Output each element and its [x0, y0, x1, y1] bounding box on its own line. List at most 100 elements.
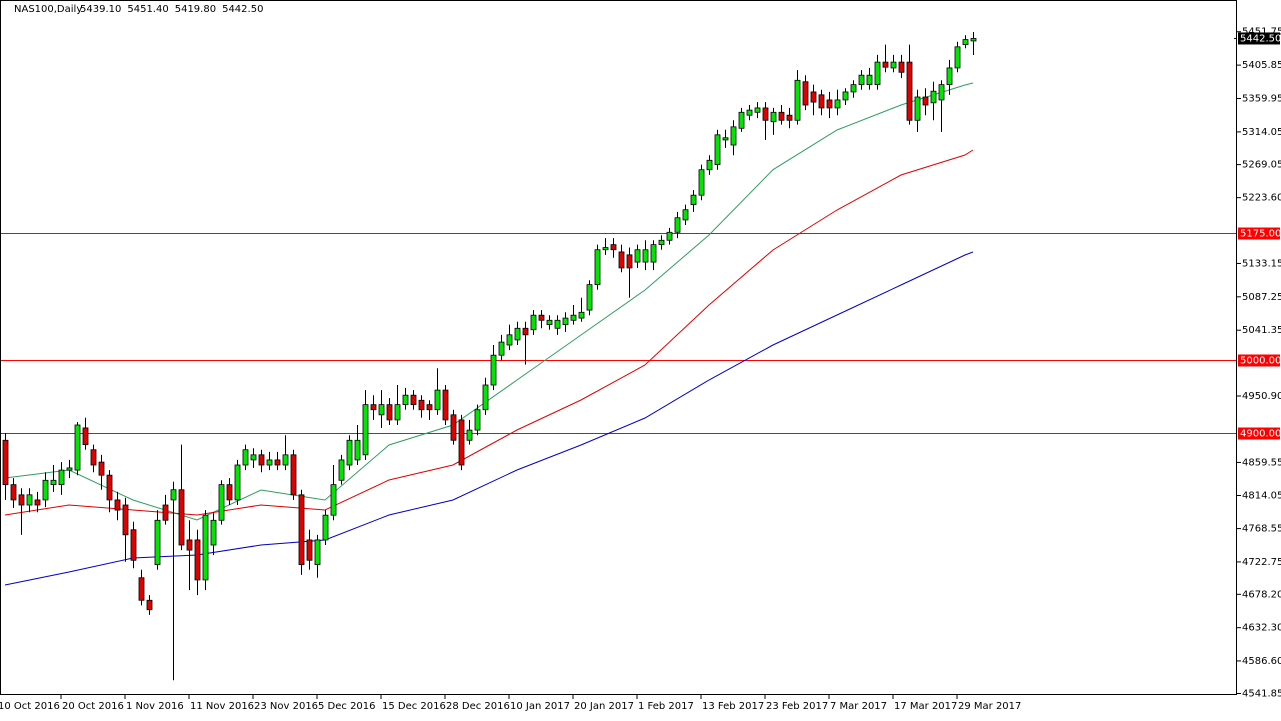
candle-body — [858, 74, 865, 86]
candle-body — [810, 91, 817, 103]
candle-body — [338, 459, 345, 481]
candle-body — [730, 126, 737, 146]
candle-body — [770, 111, 777, 123]
y-tick-label: 5087.25 — [1242, 292, 1281, 303]
level-label: 4900.00 — [1240, 429, 1281, 440]
candle-body — [906, 61, 913, 121]
candle-body — [554, 319, 561, 329]
candle-body — [538, 314, 545, 321]
header-value: 5419.80 — [175, 4, 216, 15]
level-tag — [1238, 427, 1280, 440]
candle-body — [826, 99, 833, 109]
candle-body — [930, 90, 937, 104]
candle-body — [522, 327, 529, 336]
x-tick-label: 5 Dec 2016 — [318, 701, 376, 712]
candle-body — [2, 439, 9, 486]
candle-body — [138, 577, 145, 601]
level-label: 5000.00 — [1240, 356, 1281, 367]
candle-body — [666, 231, 673, 241]
y-tick-label: 4814.05 — [1242, 491, 1281, 502]
y-tick-label: 4768.55 — [1242, 524, 1281, 535]
x-tick-label: 1 Nov 2016 — [126, 701, 184, 712]
candle-body — [914, 96, 921, 121]
candle-body — [434, 389, 441, 411]
candle-body — [794, 79, 801, 121]
candle-body — [442, 389, 449, 421]
candle-body — [954, 46, 961, 69]
y-tick-label: 5359.95 — [1242, 94, 1281, 105]
candle-body — [378, 404, 385, 416]
candle-body — [946, 67, 953, 86]
candle-body — [242, 449, 249, 466]
candle-body — [66, 467, 73, 471]
y-tick-label: 4859.55 — [1242, 457, 1281, 468]
header-value: 5451.40 — [127, 4, 168, 15]
candle-body — [170, 489, 177, 501]
candle-body — [130, 529, 137, 561]
candle-body — [162, 504, 169, 521]
candle-body — [482, 384, 489, 411]
candle-body — [26, 494, 33, 506]
candle-body — [250, 454, 257, 461]
candle-body — [498, 341, 505, 356]
candle-body — [586, 284, 593, 311]
candle-body — [274, 459, 281, 466]
candle-body — [226, 484, 233, 501]
x-tick-label: 10 Oct 2016 — [0, 701, 60, 712]
x-tick-label: 15 Dec 2016 — [382, 701, 446, 712]
candle-body — [234, 464, 241, 501]
y-tick-label: 5223.60 — [1242, 193, 1281, 204]
candle-body — [514, 327, 521, 341]
y-tick-label: 4950.90 — [1242, 391, 1281, 402]
candle-body — [634, 249, 641, 263]
candle-body — [602, 247, 609, 251]
candle-body — [778, 111, 785, 121]
candle-body — [146, 599, 153, 611]
candle-body — [834, 99, 841, 109]
candle-body — [74, 424, 81, 471]
candle-body — [706, 159, 713, 171]
candle-body — [98, 461, 105, 476]
candle-body — [370, 404, 377, 411]
candle-body — [82, 427, 89, 446]
candle-body — [402, 394, 409, 406]
candle-body — [738, 111, 745, 129]
candle-body — [186, 539, 193, 551]
level-label: 5175.00 — [1240, 229, 1281, 240]
candle-body — [58, 469, 65, 486]
candle-body — [362, 404, 369, 456]
candle-body — [450, 414, 457, 441]
y-tick-label: 5269.05 — [1242, 160, 1281, 171]
candle-body — [282, 454, 289, 466]
candle-body — [898, 61, 905, 73]
candle-body — [842, 91, 849, 101]
moving-average — [4, 149, 974, 516]
y-tick-label: 5133.15 — [1242, 258, 1281, 269]
candle-body — [346, 439, 353, 466]
candle-body — [578, 311, 585, 319]
y-tick-label: 4722.75 — [1242, 557, 1281, 568]
candle-body — [802, 81, 809, 106]
candle-body — [506, 334, 513, 346]
y-tick-label: 5314.05 — [1242, 127, 1281, 138]
candle-body — [458, 419, 465, 466]
candle-body — [882, 61, 889, 68]
candle-body — [410, 394, 417, 406]
header-value: 5439.10 — [80, 4, 121, 15]
plot — [1, 31, 1236, 681]
candle-body — [562, 317, 569, 326]
candle-body — [34, 499, 41, 506]
candle-body — [210, 519, 217, 546]
candle-body — [530, 314, 537, 331]
y-tick-label: 4541.85 — [1242, 688, 1281, 699]
candle-body — [746, 109, 753, 116]
candle-body — [682, 209, 689, 221]
candle-body — [874, 61, 881, 86]
candle-body — [594, 249, 601, 286]
candle-body — [818, 94, 825, 109]
candle-body — [418, 399, 425, 411]
candle-body — [850, 84, 857, 93]
plot-frame — [0, 0, 1237, 695]
candle-body — [314, 539, 321, 566]
